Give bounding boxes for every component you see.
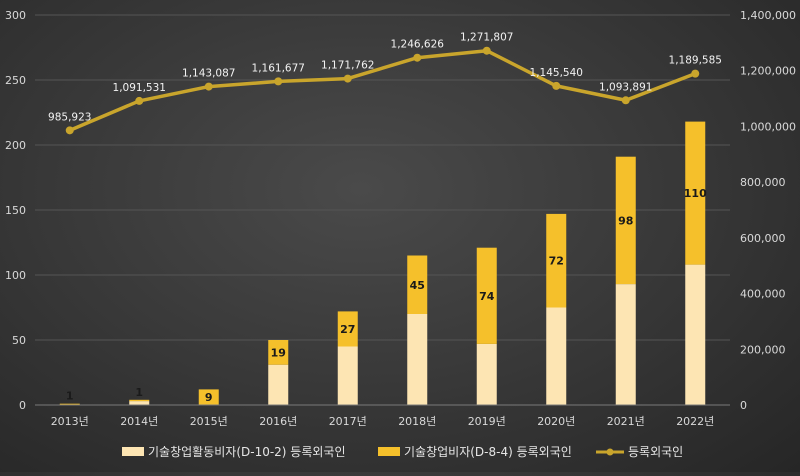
bar-d8-4: [59, 403, 80, 405]
bar-d10-2: [129, 401, 150, 405]
line-point: [274, 77, 283, 86]
left-axis: 0 50 100 150 200 250 300: [5, 9, 26, 412]
right-tick-label: 0: [740, 399, 747, 412]
x-tick-label: 2013년: [51, 415, 89, 428]
legend-swatch-d8-4: [378, 447, 400, 456]
left-tick-label: 250: [5, 74, 26, 87]
line-point: [204, 82, 213, 91]
right-tick-label: 1,200,000: [740, 65, 796, 78]
bar-data-label: 110: [684, 187, 707, 200]
bar-data-label: 74: [479, 290, 495, 303]
line-data-label: 1,189,585: [669, 55, 722, 67]
right-tick-label: 800,000: [740, 176, 786, 189]
bar-d10-2: [546, 307, 567, 405]
bar-d10-2: [476, 343, 497, 405]
bar-data-label: 19: [271, 346, 286, 359]
line-data-label: 1,171,762: [321, 60, 374, 72]
x-tick-label: 2019년: [468, 415, 506, 428]
right-tick-label: 600,000: [740, 232, 786, 245]
bar-d8-4: [198, 389, 219, 405]
line-point: [343, 74, 352, 83]
legend-item-registered-foreigners: 등록외국인: [596, 445, 683, 459]
bar-d8-4: [476, 247, 497, 344]
left-tick-label: 150: [5, 204, 26, 217]
bar-d10-2: [268, 364, 289, 405]
line-data-label: 1,091,531: [113, 82, 166, 94]
bar-data-label: 98: [618, 214, 633, 227]
line-point: [691, 69, 700, 78]
left-tick-label: 50: [12, 334, 26, 347]
x-tick-label: 2018년: [398, 415, 436, 428]
bar-d8-4: [268, 340, 289, 365]
x-tick-label: 2015년: [190, 415, 228, 428]
x-tick-label: 2017년: [329, 415, 367, 428]
line-point: [482, 46, 491, 55]
bar-data-label: 1: [66, 390, 74, 403]
right-axis: 0 200,000 400,000 600,000 800,000 1,000,000 1,…: [740, 9, 796, 412]
bar-d10-2: [407, 314, 428, 405]
left-tick-label: 300: [5, 9, 26, 22]
bar-d8-4: [685, 121, 706, 265]
x-tick-label: 2020년: [537, 415, 575, 428]
bar-data-label: 27: [340, 323, 355, 336]
legend-item-d8-4: 기술창업비자(D-8-4) 등록외국인: [378, 445, 572, 459]
x-tick-label: 2022년: [676, 415, 714, 428]
bar-data-label: 9: [205, 391, 213, 404]
bar-d8-4: [546, 213, 567, 308]
bar-d10-2: [337, 346, 358, 405]
x-tick-label: 2021년: [607, 415, 645, 428]
legend-swatch-d10-2: [122, 447, 144, 456]
line-data-label: 985,923: [48, 111, 91, 123]
line-data-label: 1,246,626: [391, 39, 445, 51]
x-tick-label: 2016년: [259, 415, 297, 428]
legend-marker-registered-foreigners: [606, 448, 614, 456]
line-point: [65, 126, 74, 135]
bar-data-label: 45: [410, 279, 425, 292]
left-tick-label: 100: [5, 269, 26, 282]
bar-d8-4: [615, 156, 636, 285]
line-data-label: 1,161,677: [252, 62, 305, 74]
left-tick-label: 0: [19, 399, 26, 412]
line-point: [621, 96, 630, 105]
line-point: [413, 53, 422, 62]
legend-label-d10-2: 기술창업활동비자(D-10-2) 등록외국인: [148, 445, 346, 459]
legend-item-d10-2: 기술창업활동비자(D-10-2) 등록외국인: [122, 445, 346, 459]
bar-data-label: 1: [135, 386, 143, 399]
line-data-label: 1,145,540: [530, 67, 583, 79]
left-tick-label: 200: [5, 139, 26, 152]
right-tick-label: 1,000,000: [740, 120, 796, 133]
bar-d8-4: [407, 255, 428, 314]
right-tick-label: 400,000: [740, 288, 786, 301]
legend-label-registered-foreigners: 등록외국인: [628, 445, 683, 459]
bar-data-label: 72: [549, 255, 564, 268]
gridlines: [35, 14, 730, 341]
bar-d8-4: [129, 399, 150, 402]
line-point: [135, 96, 144, 105]
x-axis: 2013년 2014년 2015년 2016년 2017년 2018년 2019년 2020년…: [35, 404, 730, 428]
line-data-label: 1,143,087: [182, 68, 235, 80]
x-tick-label: 2014년: [120, 415, 158, 428]
line-data-label: 1,093,891: [599, 81, 652, 93]
bar-d10-2: [615, 284, 636, 405]
bar-d8-4: [337, 311, 358, 347]
bar-d10-2: [685, 264, 706, 405]
line-point: [552, 81, 561, 90]
line-series: 985,923 1,091,531 1,143,087 1,161,677 1,171,…: [48, 32, 722, 135]
registered-foreigners-line: [69, 48, 696, 132]
right-tick-label: 1,400,000: [740, 9, 796, 22]
line-data-label: 1,271,807: [460, 32, 513, 44]
right-tick-label: 200,000: [740, 343, 786, 356]
legend-label-d8-4: 기술창업비자(D-8-4) 등록외국인: [404, 445, 572, 459]
legend: 기술창업활동비자(D-10-2) 등록외국인 기술창업비자(D-8-4) 등록외…: [122, 445, 683, 459]
